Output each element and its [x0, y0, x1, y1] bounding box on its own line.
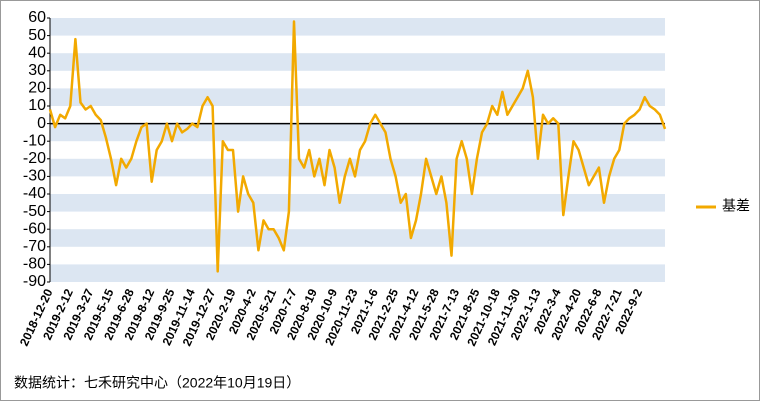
y-tick-label: 60 — [28, 9, 46, 26]
y-tick-label: -10 — [23, 132, 46, 149]
y-tick-label: -80 — [23, 256, 46, 273]
y-tick-label: -60 — [23, 220, 46, 237]
source-note: 数据统计：七禾研究中心（2022年10月19日） — [14, 375, 300, 391]
data-line — [48, 20, 667, 273]
band — [50, 88, 665, 106]
band — [50, 229, 665, 247]
band — [50, 18, 665, 36]
legend-label: 基差 — [722, 198, 750, 214]
y-tick-label: 10 — [28, 97, 46, 114]
y-tick-label: 20 — [28, 80, 46, 97]
band — [50, 194, 665, 212]
y-tick-label: -20 — [23, 150, 46, 167]
band — [50, 264, 665, 282]
band — [50, 123, 665, 142]
y-tick-label: 50 — [28, 27, 46, 44]
y-tick-label: 30 — [28, 62, 46, 79]
band — [50, 53, 665, 71]
y-tick-label: -70 — [23, 238, 46, 255]
y-tick-label: -90 — [23, 273, 46, 290]
y-tick-label: -50 — [23, 203, 46, 220]
y-tick-label: -30 — [23, 168, 46, 185]
y-tick-label: 40 — [28, 44, 46, 61]
y-tick-label: 0 — [37, 115, 46, 132]
y-tick-label: -40 — [23, 185, 46, 202]
